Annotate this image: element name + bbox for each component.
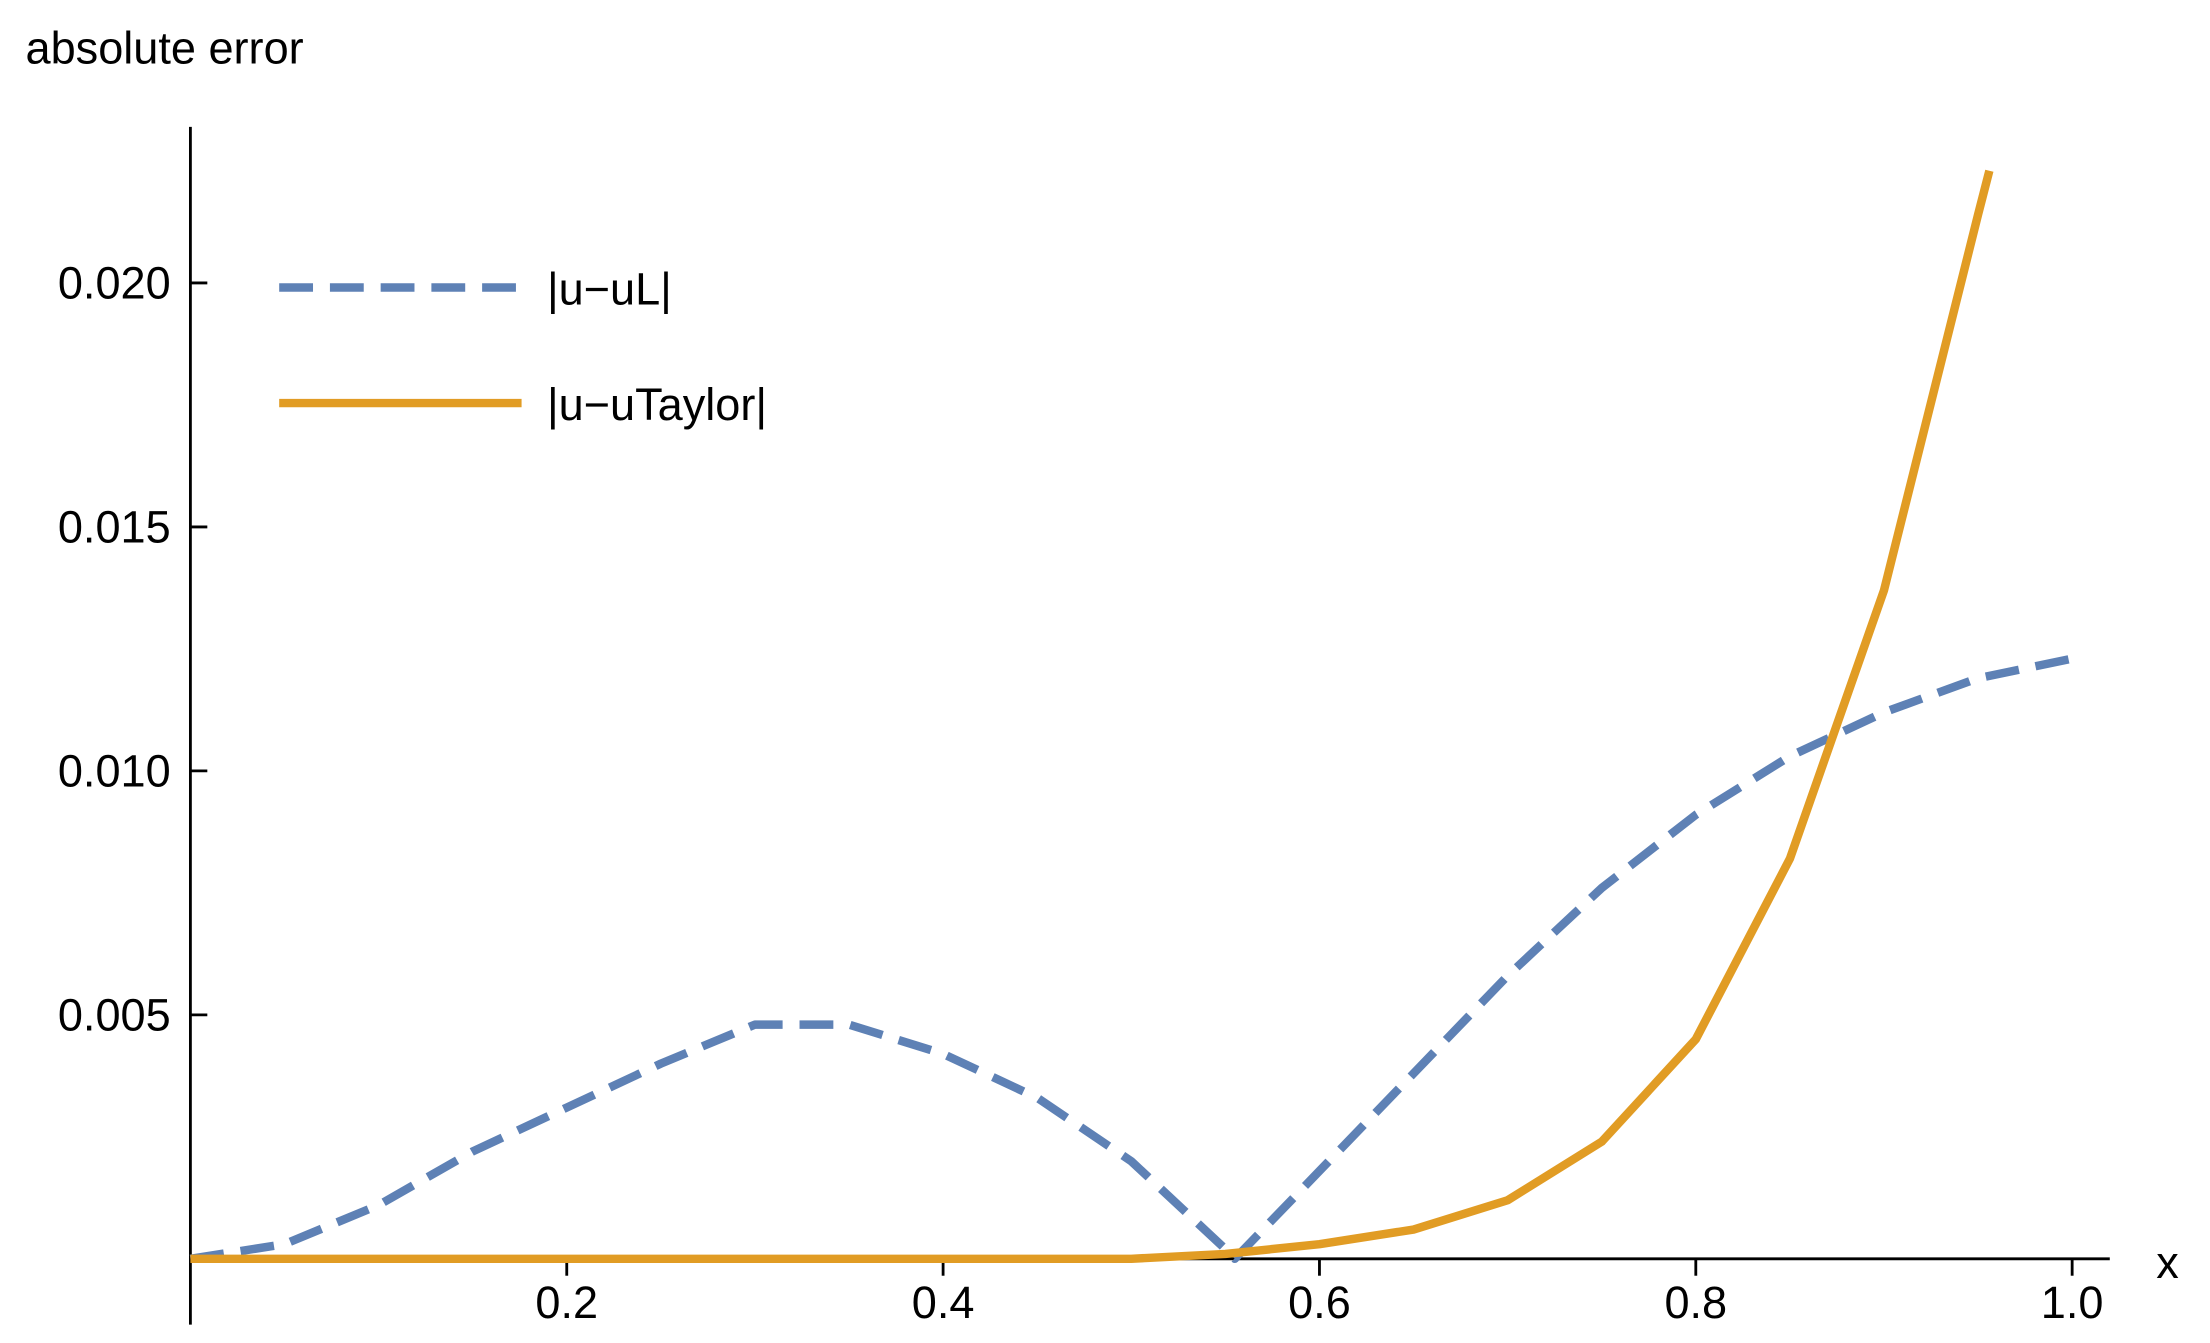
x-tick-label: 0.6 bbox=[1288, 1277, 1351, 1328]
legend-label: |u−uTaylor| bbox=[547, 379, 767, 430]
x-axis-label: x bbox=[2156, 1237, 2179, 1288]
x-tick-label: 0.8 bbox=[1664, 1277, 1727, 1328]
series-line bbox=[189, 654, 2074, 1264]
x-tick-label: 1.0 bbox=[2041, 1277, 2104, 1328]
x-tick-label: 0.4 bbox=[912, 1277, 975, 1328]
y-tick-label: 0.005 bbox=[58, 989, 171, 1040]
x-tick-label: 0.2 bbox=[535, 1277, 598, 1328]
y-tick-label: 0.020 bbox=[58, 257, 171, 308]
y-tick-label: 0.010 bbox=[58, 745, 171, 796]
legend-label: |u−uL| bbox=[547, 263, 672, 314]
y-axis-label: absolute error bbox=[26, 22, 304, 73]
y-tick-label: 0.015 bbox=[58, 501, 171, 552]
series-line bbox=[190, 169, 1994, 1264]
